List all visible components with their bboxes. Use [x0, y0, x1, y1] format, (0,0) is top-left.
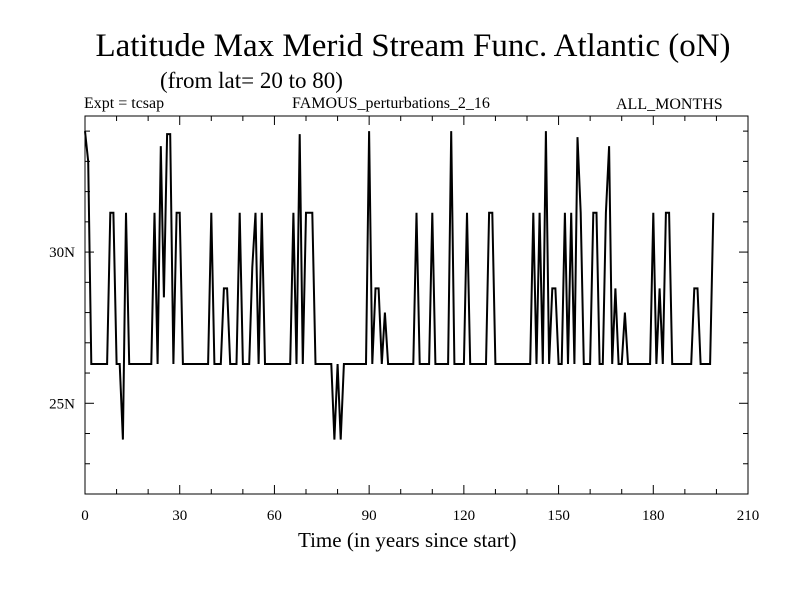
x-tick-label: 30 — [172, 508, 187, 524]
series-layer — [84, 130, 715, 440]
x-tick-label: 0 — [81, 508, 89, 524]
x-tick-label: 210 — [737, 508, 760, 524]
x-tick-label: 90 — [362, 508, 377, 524]
y-tick-label: 25N — [49, 396, 75, 412]
chart-title: Latitude Max Merid Stream Func. Atlantic… — [95, 28, 731, 64]
experiment-label: Expt = tcsap — [84, 95, 165, 112]
x-tick-label: 120 — [453, 508, 476, 524]
tick-labels: 0 30 60 90 120 150 180 210 25N 30N — [49, 245, 759, 524]
x-tick-label: 180 — [642, 508, 665, 524]
plot-frame — [84, 115, 749, 495]
x-axis-label: Time (in years since start) — [298, 528, 517, 552]
axis-ticks — [84, 116, 749, 495]
y-tick-label: 30N — [49, 245, 75, 261]
chart-subtitle: (from lat= 20 to 80) — [160, 68, 343, 93]
run-label: FAMOUS_perturbations_2_16 — [292, 95, 490, 112]
months-label: ALL_MONTHS — [616, 96, 723, 113]
x-tick-label: 60 — [267, 508, 282, 524]
x-tick-label: 150 — [547, 508, 570, 524]
series-line — [84, 130, 715, 440]
